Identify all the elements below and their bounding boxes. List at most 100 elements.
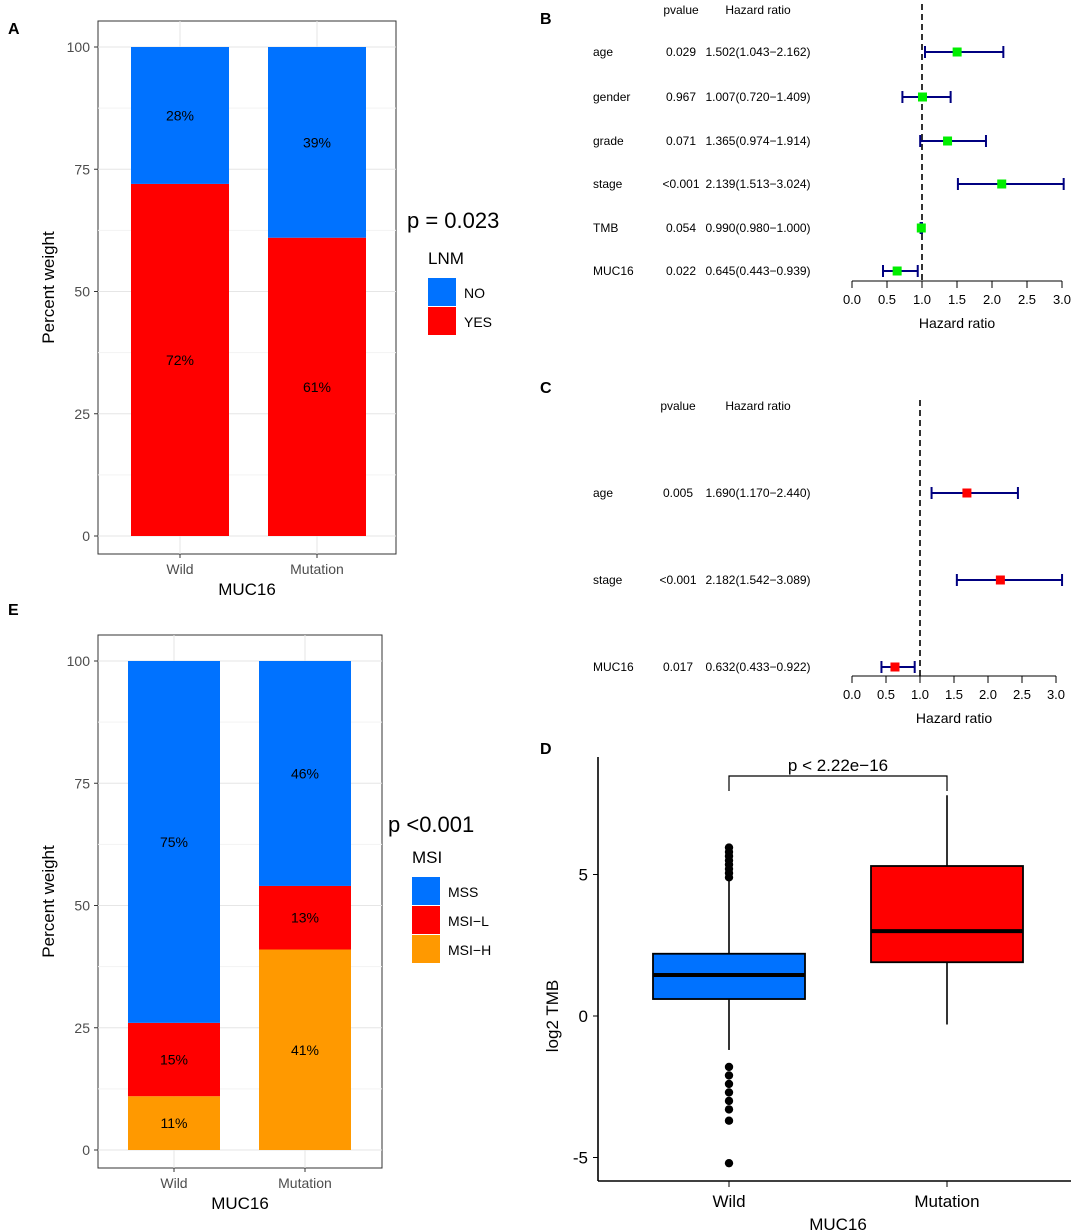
x-tick-label: Mutation xyxy=(290,561,344,577)
bar-segment-mutation-mss xyxy=(259,661,351,886)
bar-value-label: 61% xyxy=(303,379,331,395)
hazard-ratio-point xyxy=(916,223,926,233)
x-tick-label: Mutation xyxy=(914,1192,979,1211)
row-pvalue: <0.001 xyxy=(659,573,696,587)
row-label: grade xyxy=(593,134,624,148)
outlier-point xyxy=(724,843,734,852)
hazard-ratio-point xyxy=(943,136,953,146)
significance-bracket xyxy=(728,775,948,791)
row-pvalue: 0.029 xyxy=(666,45,696,59)
y-tick-label: 25 xyxy=(74,1020,90,1036)
x-axis-title: MUC16 xyxy=(809,1215,867,1231)
p-value-annotation: p <0.001 xyxy=(388,812,474,837)
x-tick-label: 3.0 xyxy=(1047,687,1065,702)
bar-segment-wild-msil xyxy=(128,1022,220,1097)
legend-title: MSI xyxy=(412,848,442,867)
legend-label: YES xyxy=(464,314,492,330)
bar-segment-mutation-yes xyxy=(268,237,366,536)
x-axis-title: Hazard ratio xyxy=(916,710,992,726)
legend-key xyxy=(428,278,456,306)
y-tick-label: 75 xyxy=(74,161,90,177)
row-label: stage xyxy=(593,177,623,191)
x-tick-label: 2.0 xyxy=(983,292,1001,307)
row-pvalue: 0.071 xyxy=(666,134,696,148)
legend-key xyxy=(412,906,440,934)
y-tick-label: 100 xyxy=(67,653,91,669)
outlier-point xyxy=(724,1096,734,1106)
row-pvalue: 0.005 xyxy=(663,486,693,500)
outlier-point xyxy=(724,1079,734,1089)
bar-value-label: 75% xyxy=(160,834,188,850)
row-hazard-ratio-text: 2.139(1.513−3.024) xyxy=(705,177,810,191)
column-header-hazard-ratio: Hazard ratio xyxy=(725,3,791,17)
row-label: stage xyxy=(593,573,623,587)
x-tick-label: 2.0 xyxy=(979,687,997,702)
outlier-point xyxy=(724,1158,734,1168)
panel-label: C xyxy=(540,380,552,397)
hazard-ratio-point xyxy=(952,47,962,57)
x-tick-label: 2.5 xyxy=(1018,292,1036,307)
x-tick-label: Wild xyxy=(160,1175,187,1191)
bar-segment-mutation-msih xyxy=(259,949,351,1150)
bar-value-label: 28% xyxy=(166,107,194,123)
row-pvalue: 0.017 xyxy=(663,660,693,674)
bar-segment-wild-no xyxy=(131,47,229,184)
legend-label: MSI−L xyxy=(448,913,489,929)
bar-value-label: 11% xyxy=(161,1115,188,1131)
bar-value-label: 39% xyxy=(303,134,331,150)
y-tick-label: 0 xyxy=(579,1007,588,1026)
outlier-point xyxy=(724,1062,734,1072)
bar-value-label: 41% xyxy=(291,1042,319,1058)
hazard-ratio-point xyxy=(890,662,900,672)
y-tick-label: 75 xyxy=(74,775,90,791)
legend-key xyxy=(412,935,440,963)
row-hazard-ratio-text: 0.632(0.433−0.922) xyxy=(705,660,810,674)
bar-value-label: 13% xyxy=(291,910,319,926)
row-hazard-ratio-text: 1.007(0.720−1.409) xyxy=(705,90,810,104)
panel-b: pvalue Hazard ratio age 0.029 1.502(1.043−2.… xyxy=(593,3,1071,331)
legend-label: MSI−H xyxy=(448,942,491,958)
x-tick-label: Wild xyxy=(712,1192,745,1211)
panel-label: E xyxy=(8,602,19,619)
row-label: TMB xyxy=(593,221,618,235)
row-pvalue: 0.022 xyxy=(666,264,696,278)
bar-segment-wild-yes xyxy=(131,183,229,537)
x-axis-title: MUC16 xyxy=(211,1194,269,1213)
hazard-ratio-point xyxy=(962,488,972,498)
x-tick-label: 1.5 xyxy=(948,292,966,307)
x-tick-label: 1.0 xyxy=(911,687,929,702)
panel-label: A xyxy=(8,21,20,38)
row-hazard-ratio-text: 0.645(0.443−0.939) xyxy=(705,264,810,278)
y-tick-label: -5 xyxy=(573,1149,588,1168)
panel-a: 0 25 50 75 100 72% 28% Wild 61% 39% Mutation MUC16 P… xyxy=(39,20,499,599)
y-axis-title: Percent weight xyxy=(39,231,58,344)
row-label: age xyxy=(593,486,613,500)
row-hazard-ratio-text: 1.502(1.043−2.162) xyxy=(705,45,810,59)
x-tick-label: 1.0 xyxy=(913,292,931,307)
outlier-point xyxy=(724,1116,734,1125)
x-axis-title: Hazard ratio xyxy=(919,315,995,331)
x-tick-label: 3.0 xyxy=(1053,292,1071,307)
panel-e: 0 25 50 75 100 11% 15% 75% Wild 41% 13% 46% Mutation… xyxy=(39,634,491,1213)
legend-key xyxy=(428,307,456,335)
x-tick-label: 1.5 xyxy=(945,687,963,702)
legend-label: MSS xyxy=(448,884,478,900)
column-header-pvalue: pvalue xyxy=(663,3,699,17)
row-label: MUC16 xyxy=(593,264,634,278)
y-tick-label: 50 xyxy=(74,898,90,914)
column-header-hazard-ratio: Hazard ratio xyxy=(725,399,791,413)
y-tick-label: 0 xyxy=(82,1142,90,1158)
bar-value-label: 15% xyxy=(160,1052,188,1068)
row-pvalue: 0.054 xyxy=(666,221,696,235)
hazard-ratio-point xyxy=(997,179,1007,189)
outlier-point xyxy=(724,1071,734,1080)
bar-segment-wild-msih xyxy=(128,1096,220,1150)
y-axis-title: Percent weight xyxy=(39,845,58,958)
panel-d: -5 0 5 log2 TMB Wild Mutation MUC16 p < 2.22e−1… xyxy=(543,756,1071,1231)
row-pvalue: <0.001 xyxy=(662,177,699,191)
row-hazard-ratio-text: 1.690(1.170−2.440) xyxy=(705,486,810,500)
bar-value-label: 72% xyxy=(166,352,194,368)
bar-segment-wild-mss xyxy=(128,661,220,1023)
legend-key xyxy=(412,877,440,905)
